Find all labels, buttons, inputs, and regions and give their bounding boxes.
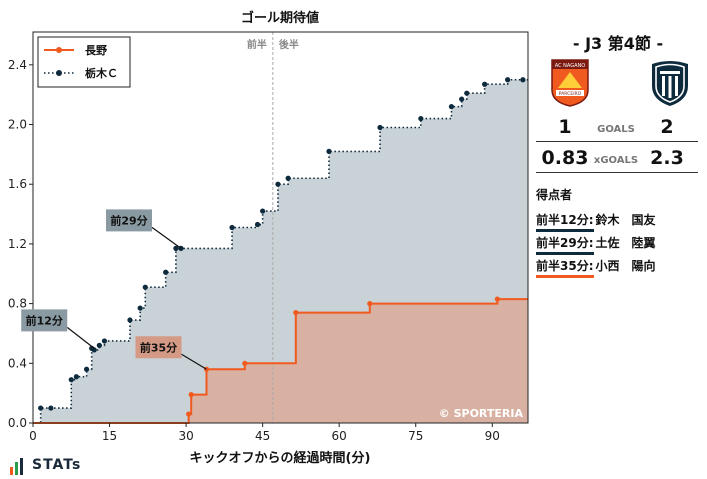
- brand-name: STATs: [32, 457, 82, 473]
- x-tick-label: 45: [255, 429, 270, 443]
- data-point-home: [186, 411, 192, 417]
- scorer-time: 前半29分:: [536, 234, 594, 255]
- x-tick-label: 60: [332, 429, 347, 443]
- data-point-home: [494, 296, 500, 302]
- data-point-away: [448, 104, 455, 110]
- data-point-home: [367, 301, 373, 307]
- data-point-away: [101, 338, 108, 344]
- away-xg: 2.3: [650, 147, 684, 169]
- data-point-home: [242, 360, 248, 366]
- data-point-away: [326, 148, 332, 154]
- plot-frame: [32, 31, 529, 424]
- first-half-label: 前半: [247, 38, 267, 51]
- x-tick-label: 15: [102, 429, 117, 443]
- y-tick-label: 1.2: [8, 237, 27, 251]
- data-point-away: [275, 181, 281, 187]
- scorer-item: 前半35分: 小西 陽向: [536, 257, 656, 278]
- x-tick-label: 30: [178, 429, 193, 443]
- data-point-home: [293, 309, 299, 316]
- scorer-name: 鈴木 国友: [595, 213, 656, 227]
- annotation-pointer: [66, 326, 95, 349]
- data-point-away: [38, 405, 44, 411]
- home-goals: 1: [558, 116, 572, 138]
- legend-box: [37, 36, 131, 88]
- data-point-away: [260, 208, 266, 214]
- xg-label: xGOALS: [593, 155, 639, 166]
- away-team-logo: [652, 61, 688, 106]
- data-point-away: [229, 224, 235, 231]
- data-point-away: [163, 269, 169, 275]
- data-point-away: [464, 90, 470, 96]
- legend-label: 長野: [85, 44, 107, 57]
- goals-label: GOALS: [597, 124, 635, 135]
- chart-title: ゴール期待値: [241, 10, 319, 26]
- data-point-away: [48, 405, 54, 411]
- data-point-away: [73, 374, 79, 380]
- scorer-name: 土佐 陸翼: [595, 236, 656, 250]
- data-point-away: [91, 347, 97, 353]
- data-point-away: [520, 77, 526, 83]
- annotation-pointer: [151, 226, 182, 249]
- svg-text:AC NAGANO: AC NAGANO: [555, 63, 586, 69]
- annotation-label: 前12分: [26, 313, 63, 327]
- x-tick-label: 90: [485, 429, 500, 443]
- data-point-away: [83, 366, 90, 372]
- x-axis-label: キックオフからの経過時間(分): [190, 450, 371, 466]
- goals-row: 1 GOALS 2: [534, 116, 698, 142]
- legend-marker: [56, 70, 62, 76]
- data-point-away: [504, 77, 511, 83]
- series-area-home: [33, 299, 528, 423]
- data-point-away: [127, 317, 133, 323]
- second-half-label: 後半: [279, 38, 299, 51]
- legend-label: 栃木Ｃ: [85, 66, 118, 80]
- watermark: © SPORTERIA: [439, 407, 524, 420]
- xg-row: 0.83 xGOALS 2.3: [534, 147, 698, 173]
- data-point-away: [137, 305, 143, 311]
- annotation-box: [21, 309, 68, 332]
- y-tick-label: 0.0: [8, 416, 27, 430]
- annotation-pointer: [181, 353, 207, 370]
- svg-text:PARCEIRO: PARCEIRO: [559, 91, 582, 97]
- home-team-logo: AC NAGANO PARCEIRO: [551, 59, 589, 107]
- data-point-away: [173, 245, 179, 251]
- y-tick-label: 1.6: [8, 177, 27, 191]
- data-point-away: [68, 377, 74, 383]
- divider: [536, 172, 698, 173]
- divider: [536, 141, 698, 142]
- x-tick-label: 75: [408, 429, 423, 443]
- data-point-home: [188, 392, 194, 398]
- data-point-away: [254, 221, 261, 228]
- y-tick-label: 2.4: [8, 58, 27, 72]
- scorer-item: 前半12分: 鈴木 国友: [536, 211, 656, 232]
- scorer-item: 前半29分: 土佐 陸翼: [536, 234, 656, 255]
- away-goals: 2: [660, 116, 674, 138]
- annotation-box: [105, 209, 152, 232]
- match-title: - J3 第4節 -: [572, 34, 664, 53]
- annotation-label: 前29分: [110, 213, 147, 227]
- scorer-name: 小西 陽向: [595, 259, 656, 273]
- y-tick-label: 2.0: [8, 118, 27, 132]
- data-point-away: [142, 284, 148, 290]
- scorer-time: 前半12分:: [536, 211, 594, 232]
- y-tick-label: 0.4: [8, 356, 27, 370]
- data-point-away: [459, 96, 465, 102]
- x-tick-label: 0: [29, 429, 37, 443]
- data-point-away: [418, 115, 424, 122]
- annotation-label: 前35分: [140, 340, 177, 354]
- data-point-away: [96, 342, 102, 348]
- data-point-away: [377, 124, 383, 131]
- scorers-title: 得点者: [536, 188, 573, 202]
- xg-chart: ゴール期待値 前半 後半 0 15 30 45 60 75 90 0.0 0.4 0.8 1.2 1.6 2…: [8, 10, 529, 466]
- y-tick-label: 0.8: [8, 297, 27, 311]
- legend-marker: [56, 47, 62, 53]
- scorer-time: 前半35分:: [536, 257, 594, 278]
- annotation-box: [135, 336, 182, 359]
- data-point-away: [482, 81, 488, 87]
- home-xg: 0.83: [541, 147, 589, 169]
- data-point-away: [285, 175, 291, 181]
- plot-area: 前半 後半 0 15 30 45 60 75 90 0.0 0.4 0.8 1.2 1.6 2.0 2.4 前1…: [8, 31, 529, 443]
